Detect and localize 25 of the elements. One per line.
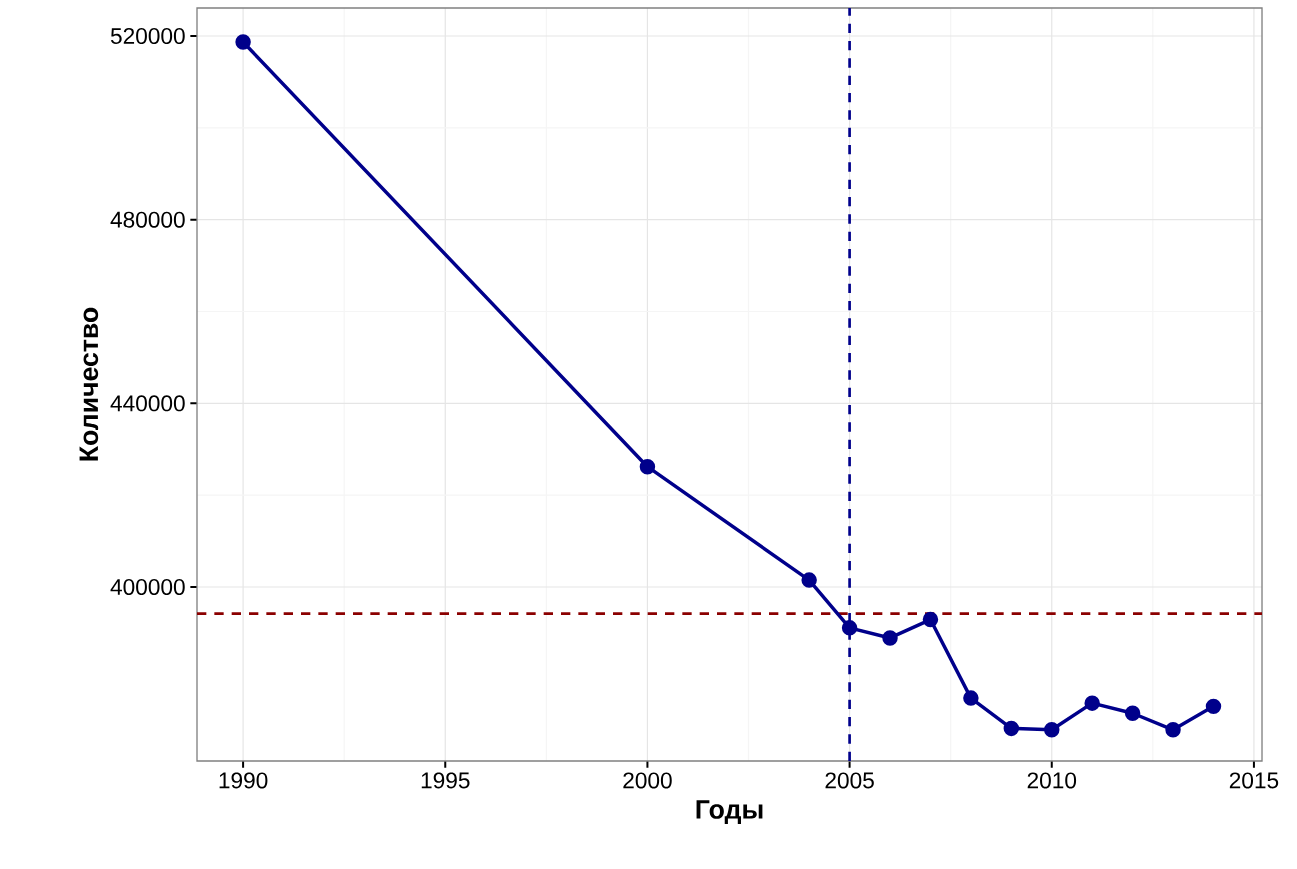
y-tick-label: 520000 xyxy=(110,27,185,45)
point xyxy=(1003,720,1020,737)
point xyxy=(963,690,979,706)
point xyxy=(841,620,858,636)
y-axis-title: Количество xyxy=(79,307,99,461)
point xyxy=(922,611,939,628)
point xyxy=(639,458,656,475)
y-tick-label: 440000 xyxy=(110,395,185,412)
point xyxy=(1044,722,1060,738)
x-tick-label: 2015 xyxy=(1229,772,1279,789)
point xyxy=(1124,705,1141,721)
x-axis-title: Годы xyxy=(696,800,763,824)
point xyxy=(1205,698,1222,715)
point xyxy=(882,630,898,646)
x-tick-label: 2000 xyxy=(623,772,672,789)
y-tick-label: 480000 xyxy=(110,211,185,228)
x-tick-label: 2010 xyxy=(1027,772,1077,789)
point xyxy=(801,572,817,588)
y-tick-label: 400000 xyxy=(110,578,185,596)
x-tick-label: 1995 xyxy=(421,772,470,789)
point xyxy=(1084,695,1100,711)
point xyxy=(235,34,251,50)
x-tick-label: 2005 xyxy=(825,772,874,789)
x-tick-label: 1990 xyxy=(219,772,268,789)
point xyxy=(1165,722,1181,738)
